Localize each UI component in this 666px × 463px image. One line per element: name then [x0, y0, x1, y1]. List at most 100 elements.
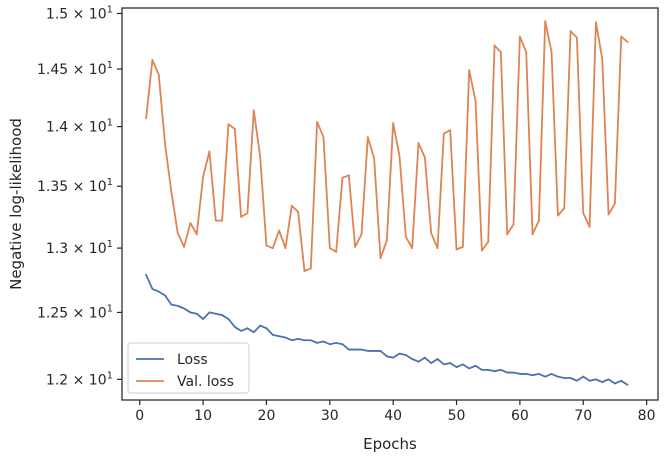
data-point-loss — [499, 368, 502, 371]
data-point-val-loss — [436, 247, 439, 250]
data-point-val-loss — [176, 232, 179, 234]
data-point-loss — [309, 339, 312, 342]
y-tick-label: 1.4 × 101 — [46, 118, 113, 136]
data-point-loss — [404, 354, 407, 356]
data-point-loss — [157, 290, 160, 293]
data-point-val-loss — [550, 51, 553, 54]
x-axis-ticks: 0 10 20 30 40 50 60 70 80 — [135, 400, 656, 424]
data-point-loss — [493, 370, 496, 373]
data-point-loss — [480, 368, 483, 371]
data-point-val-loss — [430, 232, 433, 234]
data-point-loss — [518, 373, 521, 375]
x-tick-label: 10 — [194, 408, 212, 424]
data-point-loss — [297, 337, 300, 340]
data-point-loss — [303, 339, 306, 342]
data-point-loss — [290, 339, 293, 342]
y-tick-label: 1.35 × 101 — [37, 177, 113, 195]
data-point-val-loss — [588, 225, 591, 228]
data-point-val-loss — [341, 176, 344, 179]
data-point-val-loss — [487, 240, 490, 243]
data-point-val-loss — [404, 235, 407, 238]
data-point-loss — [240, 330, 243, 332]
data-point-loss — [379, 350, 382, 352]
y-tick-label: 1.3 × 101 — [46, 239, 113, 257]
data-point-loss — [557, 375, 559, 378]
data-point-loss — [335, 341, 338, 344]
data-point-val-loss — [259, 155, 262, 158]
data-point-val-loss — [328, 247, 331, 250]
data-point-val-loss — [208, 150, 211, 153]
x-tick-label: 80 — [638, 408, 656, 424]
data-point-val-loss — [455, 248, 458, 251]
data-point-val-loss — [271, 247, 274, 250]
data-point-loss — [607, 378, 610, 381]
data-point-loss — [601, 381, 604, 384]
data-point-val-loss — [309, 267, 312, 270]
data-point-loss — [360, 348, 363, 351]
data-point-val-loss — [531, 233, 534, 236]
data-point-val-loss — [398, 155, 401, 158]
data-point-val-loss — [392, 122, 395, 124]
data-point-val-loss — [595, 21, 597, 24]
data-point-loss — [183, 307, 185, 310]
data-point-loss — [271, 333, 274, 336]
data-point-val-loss — [265, 244, 268, 247]
data-point-loss — [474, 364, 477, 367]
data-point-val-loss — [284, 247, 287, 250]
data-point-val-loss — [474, 100, 477, 102]
data-point-val-loss — [189, 222, 192, 224]
data-point-val-loss — [227, 123, 230, 126]
data-point-loss — [208, 311, 211, 314]
data-point-val-loss — [512, 223, 515, 226]
data-point-loss — [373, 350, 376, 352]
data-point-loss — [620, 379, 623, 382]
data-point-loss — [385, 355, 388, 358]
data-point-loss — [550, 373, 553, 375]
data-point-loss — [164, 294, 166, 297]
data-point-val-loss — [322, 136, 325, 139]
data-point-loss — [563, 377, 566, 379]
data-point-val-loss — [195, 233, 198, 236]
data-point-val-loss — [525, 51, 528, 54]
data-point-val-loss — [297, 211, 300, 213]
data-point-loss — [442, 363, 445, 366]
data-point-val-loss — [202, 175, 205, 178]
data-point-loss — [246, 327, 249, 330]
legend-label-loss: Loss — [177, 352, 208, 368]
data-point-loss — [328, 343, 331, 346]
data-point-val-loss — [499, 51, 502, 54]
data-point-val-loss — [354, 245, 357, 248]
y-axis-label: Negative log-likelihood — [7, 118, 25, 290]
data-point-loss — [151, 288, 154, 290]
data-point-loss — [537, 373, 540, 375]
data-point-val-loss — [506, 233, 509, 236]
data-point-loss — [278, 335, 281, 338]
data-point-loss — [595, 378, 597, 381]
y-axis-ticks: 1.2 × 101 1.25 × 101 1.3 × 101 1.35 × 101 1.… — [37, 4, 122, 388]
legend-label-val-loss: Val. loss — [177, 374, 234, 390]
data-point-val-loss — [164, 143, 166, 146]
data-point-val-loss — [493, 44, 496, 47]
data-point-val-loss — [601, 58, 604, 60]
data-point-loss — [195, 312, 198, 315]
data-point-val-loss — [290, 204, 293, 207]
x-tick-label: 0 — [135, 408, 144, 424]
series-val-loss — [145, 20, 629, 272]
data-point-val-loss — [240, 215, 243, 218]
data-point-val-loss — [614, 202, 616, 205]
data-point-val-loss — [303, 270, 306, 272]
data-point-loss — [544, 375, 547, 378]
data-point-loss — [170, 303, 173, 306]
data-point-val-loss — [442, 132, 445, 135]
data-point-loss — [176, 304, 179, 307]
y-tick-label: 1.2 × 101 — [46, 370, 113, 388]
data-point-loss — [366, 350, 369, 352]
data-point-loss — [341, 343, 344, 346]
data-point-loss — [455, 366, 458, 369]
data-point-loss — [576, 379, 578, 382]
data-point-loss — [626, 383, 629, 386]
data-point-val-loss — [423, 156, 426, 159]
data-point-loss — [233, 326, 236, 328]
